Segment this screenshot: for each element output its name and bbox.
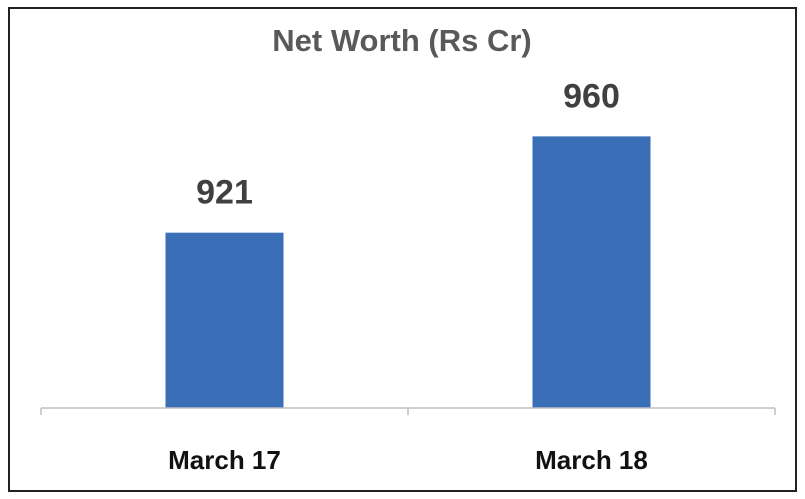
bar: [532, 136, 651, 408]
data-label: 960: [563, 77, 620, 115]
chart-title: Net Worth (Rs Cr): [272, 23, 531, 58]
x-tick-label: March 18: [535, 445, 648, 475]
x-tick-label: March 17: [168, 445, 281, 475]
chart-frame: [8, 7, 797, 492]
bar: [165, 232, 284, 408]
data-label: 921: [196, 174, 253, 212]
